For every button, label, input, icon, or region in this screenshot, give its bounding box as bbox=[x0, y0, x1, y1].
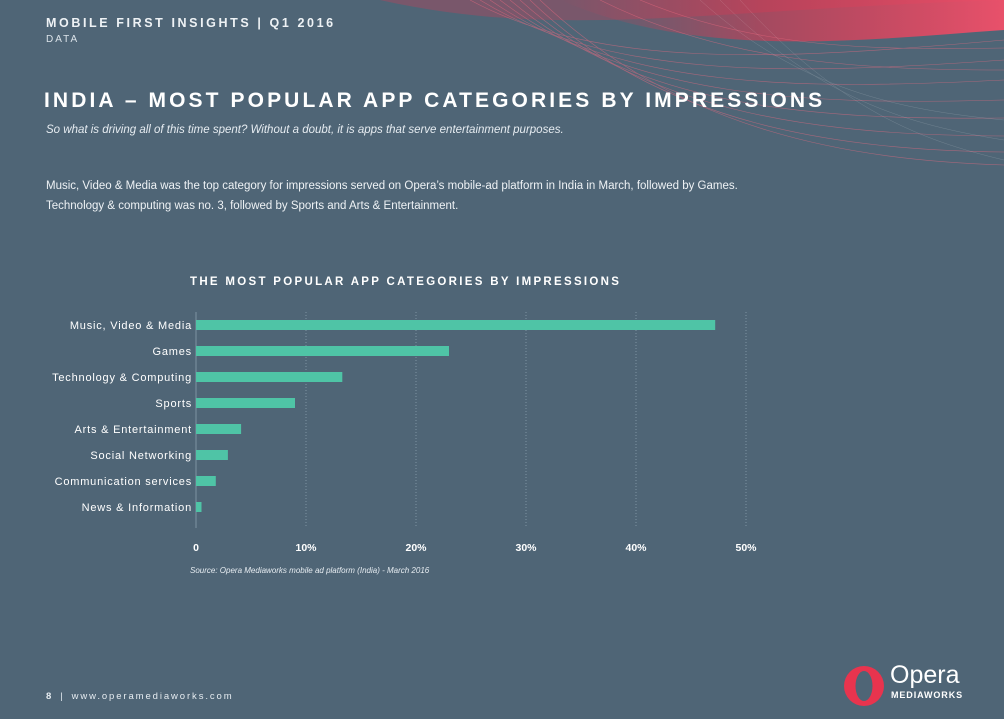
bar bbox=[196, 372, 343, 382]
x-tick-label: 10% bbox=[295, 542, 317, 554]
bar-chart: 0 10% 20% 30% 40% 50% Music, Video & Media Game… bbox=[52, 312, 757, 554]
page-title: INDIA – MOST POPULAR APP CATEGORIES BY I… bbox=[44, 89, 826, 112]
category-label: Technology & Computing bbox=[52, 372, 192, 384]
category-label: Games bbox=[153, 346, 192, 358]
footer: 8 | www.operamediaworks.com bbox=[46, 691, 234, 702]
opera-o-icon bbox=[844, 666, 884, 706]
bar bbox=[196, 346, 449, 356]
category-label: Sports bbox=[155, 398, 192, 410]
x-tick-label: 0 bbox=[193, 542, 199, 554]
bar bbox=[196, 424, 242, 434]
x-tick-label: 50% bbox=[735, 542, 757, 554]
x-tick-label: 20% bbox=[405, 542, 427, 554]
category-label: News & Information bbox=[82, 502, 192, 514]
opera-mediaworks-logo: Opera MEDIAWORKS bbox=[842, 661, 992, 708]
bar bbox=[196, 320, 716, 330]
footer-separator: | bbox=[60, 691, 65, 702]
source-note: Source: Opera Mediaworks mobile ad platf… bbox=[190, 566, 430, 575]
x-tick-label: 40% bbox=[625, 542, 647, 554]
category-label: Communication services bbox=[55, 476, 192, 488]
page-subtitle: So what is driving all of this time spen… bbox=[46, 124, 564, 136]
chart-title: THE MOST POPULAR APP CATEGORIES BY IMPRE… bbox=[190, 276, 622, 288]
report-header-subtitle: DATA bbox=[46, 34, 80, 45]
page-number: 8 bbox=[46, 691, 54, 702]
category-label: Arts & Entertainment bbox=[75, 424, 193, 436]
logo-wordmark: Opera bbox=[890, 661, 960, 689]
bar bbox=[196, 476, 216, 486]
category-label: Music, Video & Media bbox=[70, 320, 192, 332]
bar bbox=[196, 398, 295, 408]
category-label: Social Networking bbox=[90, 450, 192, 462]
x-tick-label: 30% bbox=[515, 542, 537, 554]
report-header-title: MOBILE FIRST INSIGHTS | Q1 2016 bbox=[46, 16, 336, 30]
logo-subtitle: MEDIAWORKS bbox=[891, 690, 963, 700]
body-paragraph: Music, Video & Media was the top categor… bbox=[46, 180, 738, 212]
bar bbox=[196, 502, 202, 512]
footer-url-link[interactable]: www.operamediaworks.com bbox=[71, 691, 234, 702]
bar bbox=[196, 450, 228, 460]
